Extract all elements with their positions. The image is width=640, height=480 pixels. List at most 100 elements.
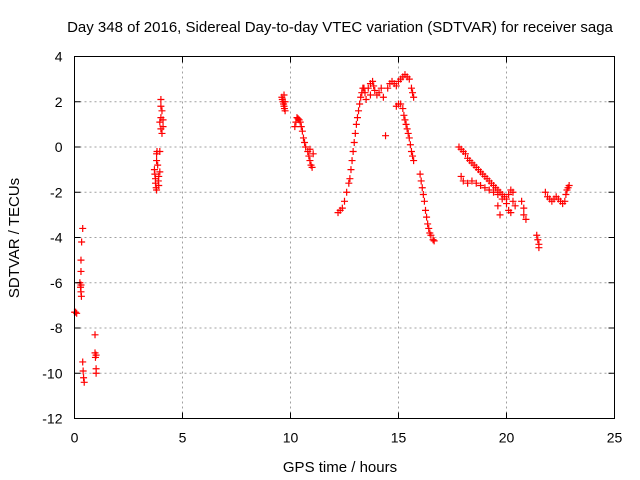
chart-title: Day 348 of 2016, Sidereal Day-to-day VTE…	[67, 19, 613, 36]
data-point	[80, 374, 88, 382]
y-tick-label: -10	[42, 365, 62, 381]
data-point	[401, 116, 409, 124]
data-point	[309, 150, 317, 158]
data-point	[423, 213, 431, 221]
data-point	[427, 231, 435, 239]
data-point	[509, 197, 517, 205]
data-point	[305, 152, 313, 160]
data-point	[481, 184, 489, 192]
data-point	[356, 100, 364, 108]
data-point	[151, 170, 159, 178]
data-point	[541, 188, 549, 196]
data-point	[382, 132, 390, 140]
data-point	[425, 224, 433, 232]
data-point	[485, 186, 493, 194]
data-point	[403, 125, 411, 133]
data-point	[155, 181, 163, 189]
data-point	[153, 186, 161, 194]
data-point	[505, 191, 513, 199]
data-point	[503, 195, 510, 203]
x-tick-label: 0	[71, 430, 79, 446]
data-point	[490, 188, 498, 196]
data-point	[533, 231, 541, 239]
data-point	[562, 191, 570, 199]
x-tick-label: 15	[391, 430, 407, 446]
data-point	[370, 82, 378, 90]
data-point	[407, 84, 415, 92]
data-point	[422, 206, 429, 214]
y-tick-label: -2	[50, 184, 63, 200]
data-points	[71, 71, 573, 386]
data-point	[299, 134, 307, 142]
x-tick-label: 25	[607, 430, 623, 446]
data-point	[410, 93, 418, 101]
data-point	[79, 367, 87, 375]
data-point	[77, 281, 85, 289]
data-point	[399, 105, 407, 113]
data-point	[377, 84, 385, 92]
axis-ticks: 0 5 10 15 20 25 -12 -10 -8 -6 -4 -2 0 2 4	[42, 49, 622, 446]
data-point	[472, 179, 480, 187]
data-point	[346, 175, 354, 183]
data-point	[350, 138, 358, 146]
y-tick-label: -6	[50, 275, 63, 291]
data-point	[361, 89, 369, 97]
data-point	[298, 127, 306, 135]
data-point	[301, 138, 309, 146]
data-point	[418, 184, 426, 192]
data-point	[496, 211, 504, 219]
data-point	[153, 157, 161, 165]
data-point	[348, 157, 356, 165]
data-point	[419, 191, 427, 199]
data-point	[424, 220, 432, 228]
data-point	[158, 107, 166, 115]
data-point	[338, 204, 346, 212]
data-point	[281, 107, 289, 115]
data-point	[371, 86, 379, 94]
data-point	[397, 100, 405, 108]
x-tick-label: 5	[179, 430, 187, 446]
data-point	[281, 98, 289, 106]
data-point	[349, 148, 357, 156]
y-tick-label: -12	[42, 411, 62, 427]
data-point	[404, 129, 412, 137]
data-point	[355, 107, 363, 115]
data-point	[308, 163, 316, 171]
data-point	[420, 197, 428, 205]
data-point	[417, 177, 425, 185]
data-point	[565, 181, 573, 189]
data-point	[78, 238, 86, 246]
x-axis-label: GPS time / hours	[283, 459, 397, 476]
data-point	[79, 224, 87, 232]
data-point	[306, 157, 314, 165]
data-point	[477, 181, 485, 189]
data-point	[416, 170, 424, 178]
data-point	[364, 84, 372, 92]
data-point	[72, 308, 80, 316]
data-point	[511, 202, 519, 210]
y-tick-label: -8	[50, 320, 63, 336]
data-point	[409, 152, 417, 160]
data-point	[291, 123, 299, 131]
data-point	[407, 148, 415, 156]
data-point	[379, 93, 387, 101]
data-point	[362, 95, 370, 103]
data-point	[156, 168, 164, 176]
data-point	[459, 177, 467, 185]
data-point	[461, 150, 469, 158]
y-axis-label: SDTVAR / TECUs	[6, 178, 23, 298]
data-point	[357, 93, 365, 101]
data-point	[406, 141, 414, 149]
y-tick-label: 0	[55, 139, 63, 155]
data-point	[347, 166, 355, 174]
data-point	[507, 209, 515, 217]
data-point	[352, 120, 360, 128]
data-point	[400, 111, 408, 119]
data-point	[366, 91, 374, 99]
data-point	[341, 197, 348, 205]
y-tick-label: 4	[55, 49, 63, 65]
data-point	[306, 145, 314, 153]
grid-lines	[74, 56, 615, 419]
data-point	[410, 157, 418, 165]
